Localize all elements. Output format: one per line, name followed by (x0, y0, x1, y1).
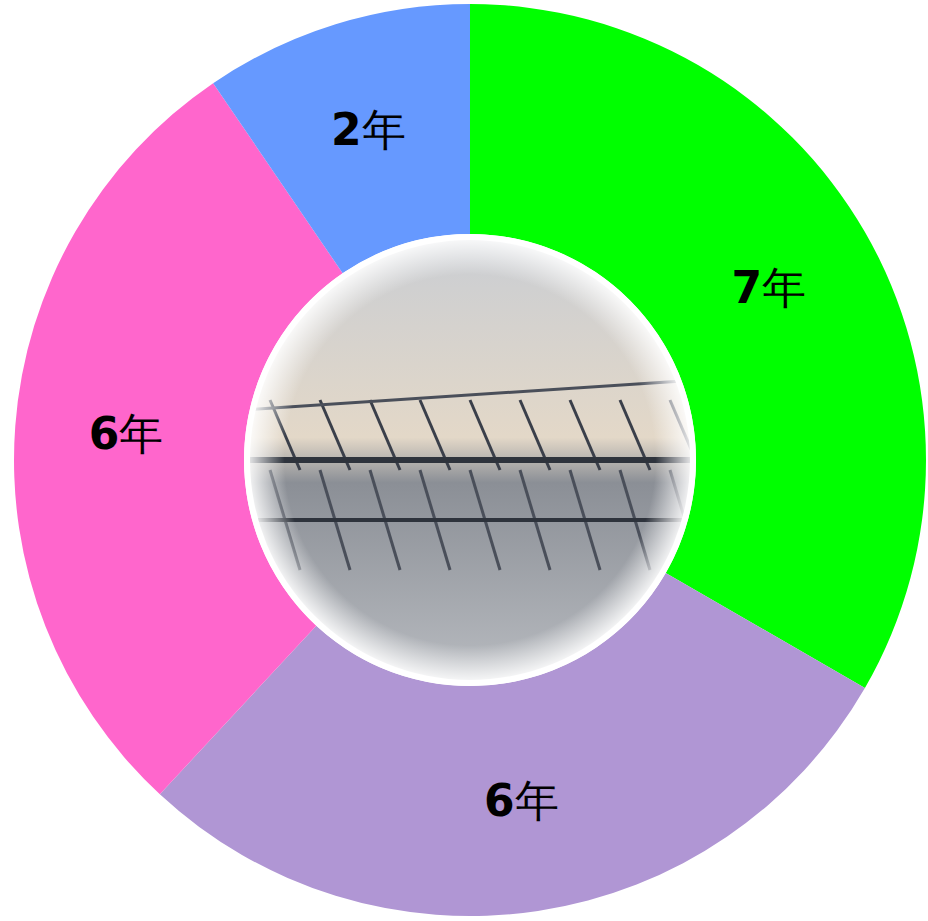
data-label: 2年 (331, 104, 406, 155)
data-label: 6年 (484, 775, 559, 826)
slice (213, 4, 470, 273)
data-label: 6年 (89, 408, 164, 459)
center-image (244, 234, 700, 686)
slices (14, 4, 926, 916)
chart-canvas: 7年 6年 6年 2年 (0, 0, 928, 921)
data-label: 7年 (731, 262, 806, 313)
center-fade (244, 234, 696, 686)
